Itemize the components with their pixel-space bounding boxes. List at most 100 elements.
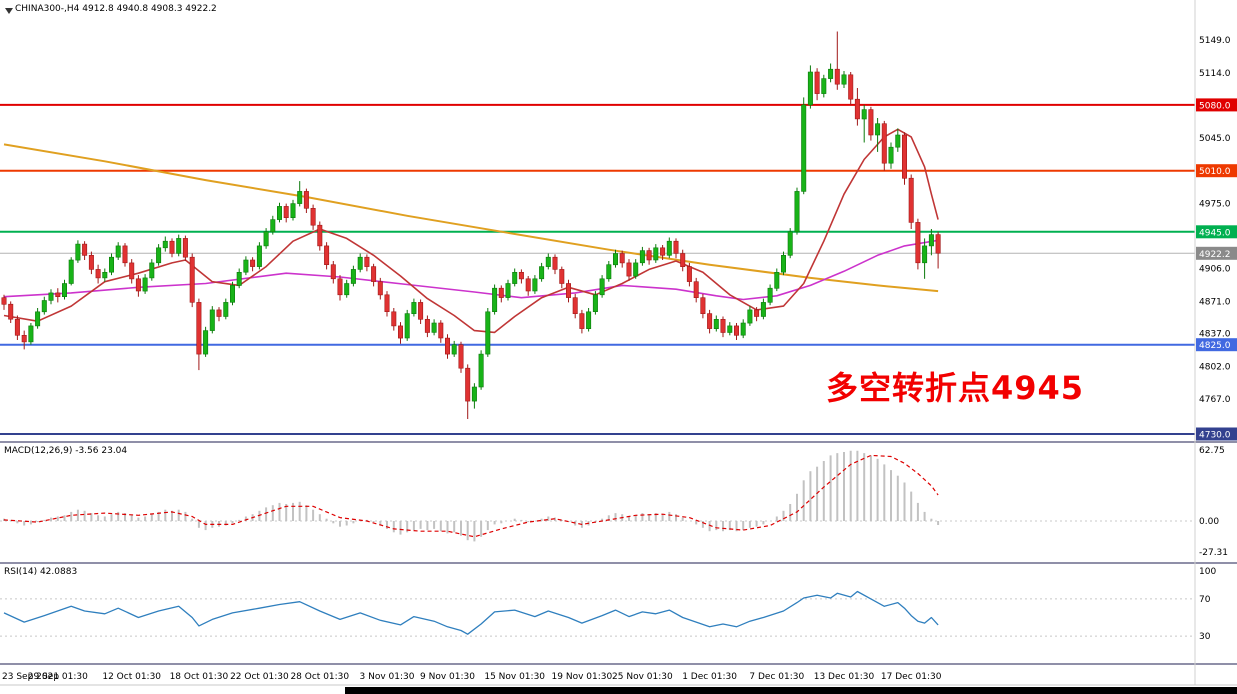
candle-body [223,302,229,317]
time-axis-label: 9 Nov 01:30 [420,672,475,682]
price-tick-label: 4837.0 [1199,329,1231,339]
candle-body [828,68,834,79]
candle-body [276,206,282,220]
macd-indicator-label: MACD(12,26,9) -3.56 23.04 [4,446,128,456]
time-axis-label: 7 Dec 01:30 [749,672,804,682]
candle-body [156,247,162,264]
candle-body [350,269,356,284]
candle-body [518,271,524,280]
candle-body [612,253,618,266]
time-axis-label: 1 Dec 01:30 [682,672,737,682]
time-axis-label: 3 Nov 01:30 [360,672,415,682]
candle-body [236,271,242,286]
candle-body [404,313,410,339]
price-tick-label: 4871.0 [1199,297,1231,307]
panel-separator [0,663,1237,665]
panel-separator [0,441,1237,443]
candle-body [250,259,256,267]
candle-body [814,71,820,94]
rsi-line [3,590,939,635]
candle-body [794,191,800,233]
hline-4730.0-badge-label: 4730.0 [1199,431,1231,441]
rsi-axis-label: 70 [1199,595,1211,605]
time-axis-label: 19 Nov 01:30 [552,672,613,682]
candle-body [142,277,148,292]
candle-body [444,337,450,355]
candle-body [586,311,592,329]
candle-body [606,264,612,280]
candle-body [55,292,61,297]
candle-body [680,253,686,267]
candle-body [243,259,249,273]
horizontal-scrollbar[interactable] [345,687,1237,694]
candle-body [592,294,598,312]
ma-red [3,128,939,334]
candle-body [922,245,928,264]
current-price-badge [1196,246,1237,260]
price-tick-label: 4975.0 [1199,200,1231,210]
candle-body [639,250,645,264]
candle-body [875,123,881,136]
candle-body [203,330,209,355]
macd-signal-line [3,454,939,538]
candle-body [48,292,54,301]
time-axis-label: 15 Nov 01:30 [484,672,545,682]
chart-dropdown-icon[interactable] [5,8,13,14]
candle-body [545,256,551,267]
candle-body [61,283,67,297]
candle-body [760,302,766,317]
candle-body [317,224,323,247]
candle-body [821,78,827,94]
candle-body [41,300,47,313]
candle-body [431,322,437,333]
candle-body [109,256,115,273]
candle-body [135,278,141,292]
price-tick-label: 4906.0 [1199,265,1231,275]
hline-4825.0-badge [1196,338,1237,352]
candle-body [270,219,276,233]
candle-body [660,247,666,256]
candle-body [881,123,887,164]
time-axis-label: 23 Sep 2021 [2,672,59,682]
rsi-indicator-label: RSI(14) 42.0883 [4,567,78,577]
time-axis-label: 29 Sep 01:30 [28,672,88,682]
candle-body [868,109,874,136]
candle-body [807,71,813,106]
candle-body [471,386,477,402]
candle-body [774,271,780,289]
candle-body [888,146,894,164]
candle-body [256,245,262,267]
candle-body [653,247,659,261]
candle-body [565,283,571,298]
candle-body [915,222,921,264]
candle-body [901,134,907,179]
annotation-text: 多空转折点4945 [826,369,1085,407]
candle-body [371,266,377,282]
candle-body [505,283,511,298]
symbol-ohlc-header: CHINA300-,H4 4912.8 4940.8 4908.3 4922.2 [15,4,217,14]
candle-body [303,191,309,209]
candle-body [14,318,20,336]
candle-body [82,243,88,256]
candle-body [525,278,531,292]
rsi-axis-label: 100 [1199,567,1216,577]
candle-body [458,344,464,369]
candle-body [599,278,605,296]
candle-body [619,253,625,264]
candle-body [28,325,34,343]
candle-body [263,231,269,247]
candle-body [283,206,289,218]
candle-body [216,309,222,317]
hline-5080.0-badge [1196,98,1237,112]
candle-body [418,302,424,320]
candle-body [337,278,343,296]
candle-body [149,262,155,279]
candle-body [713,318,719,329]
current-price-badge-label: 4922.2 [1199,250,1231,260]
candle-body [666,240,672,256]
price-tick-label: 5114.0 [1199,69,1231,79]
candle-body [720,318,726,333]
candle-body [209,309,215,331]
